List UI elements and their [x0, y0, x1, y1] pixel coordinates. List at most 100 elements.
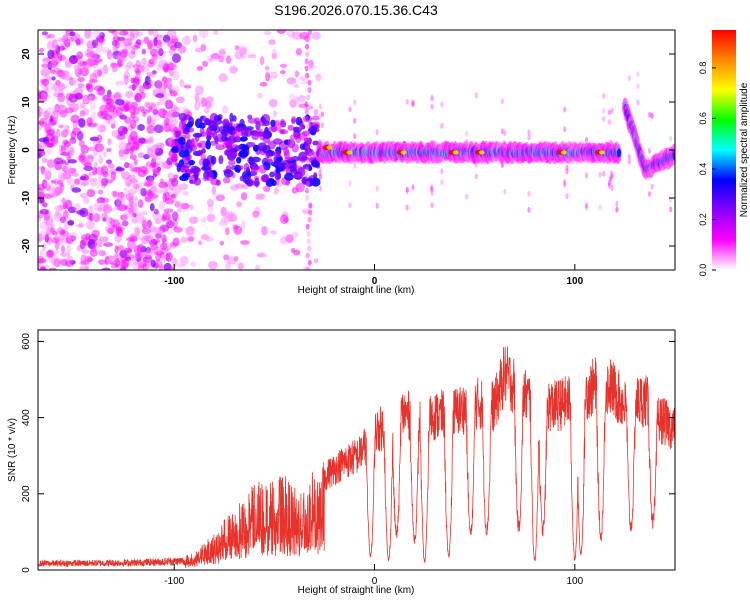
spectrogram-cell: [218, 55, 225, 63]
spectrogram-cell: [206, 126, 213, 137]
spectrogram-cell: [143, 250, 154, 258]
spectrogram-cell: [130, 30, 140, 39]
spectrogram-cell: [192, 34, 198, 43]
spectrogram-cell: [93, 85, 104, 92]
spectrogram-cell: [148, 105, 153, 112]
spectrogram-cell: [236, 156, 242, 164]
spectrogram-cell: [128, 199, 134, 207]
spectrogram-cell: [285, 234, 294, 244]
spectrogram-cell: [565, 158, 569, 165]
spectrogram-cell: [187, 121, 194, 128]
spectrogram-cell: [190, 137, 199, 148]
spectrogram-cell: [42, 202, 48, 208]
spectrogram-cell: [215, 194, 225, 202]
spectrogram-cell: [141, 57, 147, 65]
spectrogram-cell: [164, 117, 170, 126]
spectrogram-cell: [38, 233, 43, 243]
spectrogram-cell: [97, 207, 102, 212]
spectrogram-cell: [669, 206, 673, 213]
spectrogram-cell: [156, 64, 165, 71]
spectrogram-cell: [315, 73, 322, 82]
spectrogram-cell: [107, 163, 115, 169]
colorbar-tick-label: 0.6: [698, 112, 708, 125]
spectrogram-cell: [198, 97, 208, 108]
spectrogram-cell: [167, 136, 173, 147]
spectrogram-cell: [304, 65, 309, 72]
spectrogram-cell: [77, 77, 85, 83]
spectrogram-cell: [563, 106, 567, 113]
spectrogram-cell: [228, 159, 236, 166]
spectrogram-cell: [49, 83, 56, 91]
spectrogram-cell: [210, 178, 220, 186]
spectrogram-cell: [46, 249, 54, 258]
spectrogram-cell: [280, 118, 285, 125]
spectrogram-cell: [289, 99, 297, 108]
spectrogram-cell: [102, 217, 107, 222]
spectrogram-cell: [307, 245, 312, 252]
spectrogram-cell: [124, 247, 132, 254]
spectrogram-cell: [207, 202, 214, 213]
spectrogram-cell: [126, 181, 132, 189]
spectrogram-cell: [166, 78, 172, 87]
spectrogram-cell: [262, 185, 271, 193]
spectrogram-cell: [79, 176, 87, 181]
spectrogram-cell: [48, 188, 59, 197]
spectrogram-cell: [153, 208, 159, 215]
spectrogram-cell: [115, 197, 126, 206]
spectrogram-cell: [318, 103, 323, 110]
spectrogram-cell: [297, 94, 306, 103]
spectrogram-cell: [400, 150, 407, 155]
spectrogram-cell: [305, 43, 309, 50]
spectrogram-cell: [610, 173, 614, 179]
spectrogram-cell: [430, 95, 434, 102]
spectrogram-cell: [240, 240, 250, 245]
spectrogram-cell: [440, 168, 444, 175]
spectrogram-cell: [145, 247, 152, 254]
spectrogram-cell: [243, 162, 250, 173]
spectrogram-cell: [153, 259, 163, 269]
spectrogram-cell: [62, 171, 72, 180]
spectrogram-cell: [134, 245, 142, 255]
spectrogram-cell: [60, 151, 70, 157]
spectrogram-cell: [88, 205, 94, 213]
spectrogram-cell: [131, 217, 140, 224]
spectrogram-cells: [38, 30, 675, 270]
spectrogram-cell: [87, 212, 92, 221]
spectrogram-cell: [86, 84, 94, 93]
spectrogram-cell: [270, 119, 276, 127]
spectrogram-cell: [116, 133, 126, 141]
spectrogram-cell: [53, 117, 59, 122]
spectrogram-cell: [123, 71, 131, 80]
colorbar-label: Normalized spectral amplitude: [739, 82, 750, 217]
spectrogram-cell: [76, 209, 86, 215]
spectrogram-cell: [171, 145, 179, 154]
spectrogram-cell: [240, 192, 248, 201]
spectrogram-cell: [66, 93, 73, 101]
spectrogram-cell: [610, 170, 614, 177]
spectrogram-cell: [137, 199, 144, 209]
spectrogram-cell: [308, 151, 313, 158]
spectrogram-cell: [307, 65, 317, 70]
spectrogram-cell: [179, 256, 189, 266]
spectrogram-cell: [500, 98, 504, 105]
spectrogram-cell: [131, 167, 141, 173]
spectrogram-cell: [101, 212, 108, 221]
spectrogram-cell: [51, 76, 56, 81]
spectrogram-cell: [405, 98, 409, 105]
spectrogram-cell: [171, 211, 179, 222]
spectrogram-cell: [98, 154, 103, 165]
spectrogram-cell: [188, 216, 199, 224]
spectrogram-cell: [115, 228, 124, 237]
spectrogram-cell: [44, 181, 50, 190]
spectrogram-cell: [63, 141, 71, 148]
spectrogram-cell: [106, 147, 112, 153]
spectrogram-cell: [81, 249, 90, 254]
spectrogram-cell: [194, 93, 200, 102]
spectrogram-cell: [478, 150, 485, 155]
spectrogram-cell: [156, 101, 161, 107]
spectrogram-cell: [105, 159, 113, 165]
spectrogram-cell: [123, 75, 129, 85]
spectrogram-cell: [53, 178, 59, 186]
spectrogram-cell: [560, 150, 567, 155]
spectrogram-cell: [115, 167, 125, 172]
